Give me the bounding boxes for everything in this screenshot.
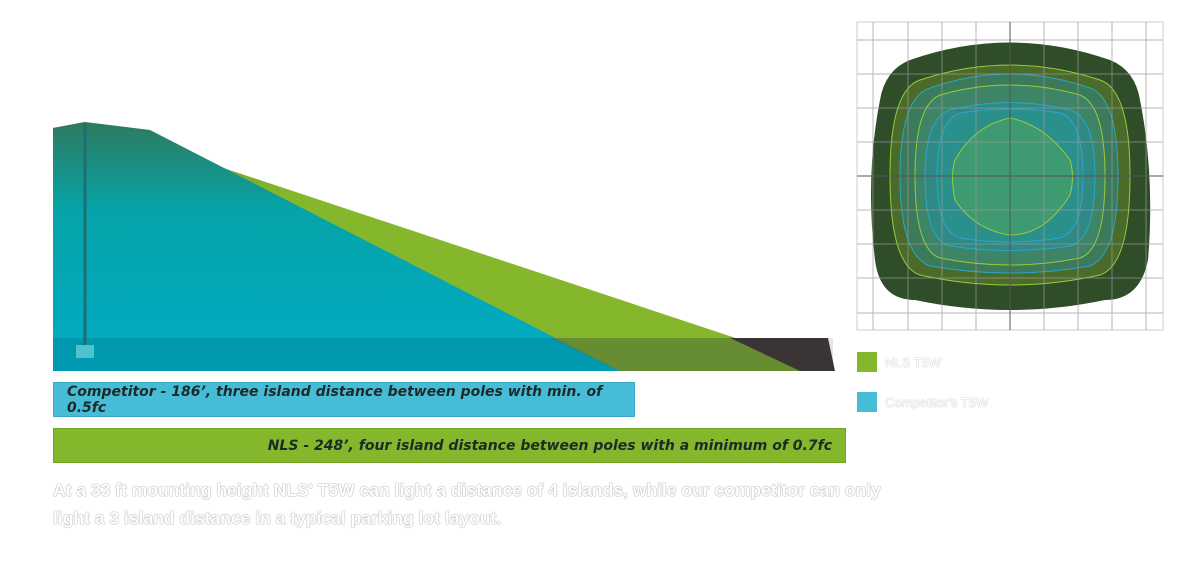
competitor-distance-bar: Competitor - 186’, three island distance… xyxy=(53,382,635,417)
competitor-light-cone xyxy=(53,122,620,371)
side-view-light-spread xyxy=(53,122,835,371)
nls-distance-label: NLS - 248’, four island distance between… xyxy=(267,437,832,454)
legend-item-nls: NLS T5W xyxy=(857,352,941,372)
ground-overlap xyxy=(550,338,800,371)
legend-label: Competitor's T5W xyxy=(885,394,989,410)
legend-label: NLS T5W xyxy=(885,354,942,370)
legend-swatch-nls xyxy=(857,352,877,372)
ground-dark-area xyxy=(730,338,835,371)
caption-text: At a 33 ft mounting height NLS' T5W can … xyxy=(53,480,881,528)
legend-item-competitor: Competitor's T5W xyxy=(857,392,988,412)
legend-swatch-competitor xyxy=(857,392,877,412)
competitor-distance-label: Competitor - 186’, three island distance… xyxy=(67,383,603,416)
nls-distance-bar: NLS - 248’, four island distance between… xyxy=(53,428,846,463)
photometric-plot xyxy=(856,21,1164,331)
pole-base xyxy=(76,345,94,358)
